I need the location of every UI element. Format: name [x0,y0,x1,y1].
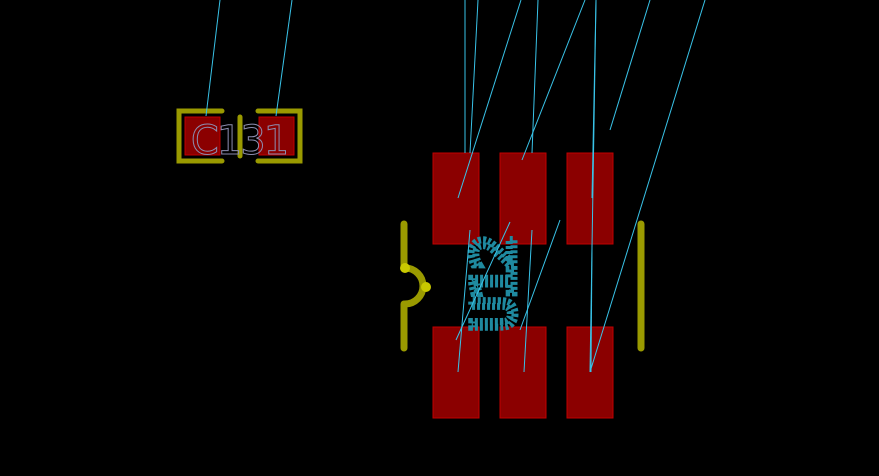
u12-pad-4[interactable] [432,326,480,419]
u12-pad-2[interactable] [499,152,547,245]
c131-pad-2[interactable] [258,116,295,156]
ratsnest-lines [205,0,706,373]
u12-pad-5[interactable] [499,326,547,419]
footprint-c131[interactable]: C131 [176,108,303,165]
u12-reference-label: U12 [460,239,528,332]
footprint-u12[interactable]: U12 [400,152,645,419]
c131-reference-label: C131 [191,118,287,164]
c131-pad-1[interactable] [184,116,221,156]
u12-silkscreen-outline [400,220,645,352]
u12-pad-3[interactable] [566,152,614,245]
u12-pad-1[interactable] [432,152,480,245]
c131-silkscreen-outline [176,108,303,164]
u12-pin1-marker [400,263,410,273]
u12-pin1-marker-dot [421,282,431,292]
u12-pad-6[interactable] [566,326,614,419]
